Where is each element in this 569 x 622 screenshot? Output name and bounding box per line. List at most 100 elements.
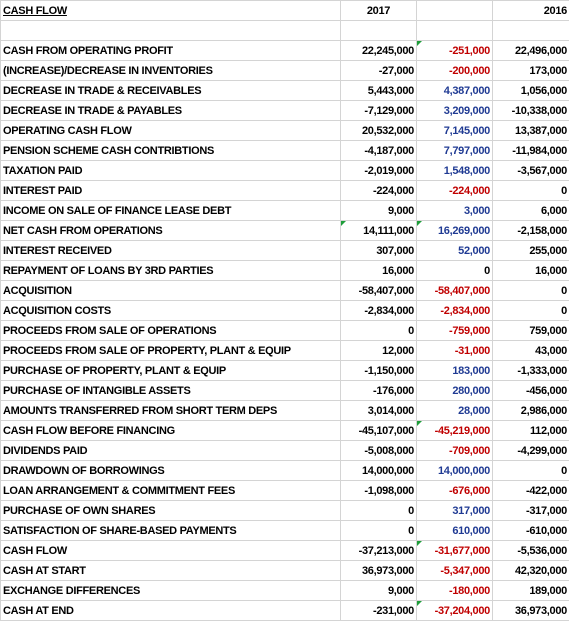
row-label: PURCHASE OF PROPERTY, PLANT & EQUIP: [0, 360, 341, 381]
cell-text: 14,111,000: [363, 224, 414, 237]
value-2016: -4,299,000: [492, 440, 569, 461]
value-difference: -180,000: [416, 580, 493, 601]
value-2017: -224,000: [340, 180, 417, 201]
cell-text: 0: [561, 464, 567, 477]
cell-text: 1,056,000: [520, 84, 568, 97]
cell-text: -58,407,000: [358, 284, 415, 297]
data-row: EXCHANGE DIFFERENCES 9,000 -180,000 189,000: [0, 580, 569, 601]
cell-text: -2,834,000: [440, 304, 490, 317]
row-label: (INCREASE)/DECREASE IN INVENTORIES: [0, 60, 341, 81]
cell-text: 5,443,000: [367, 84, 415, 97]
cell-text: DRAWDOWN OF BORROWINGS: [3, 464, 165, 477]
title: CASH FLOW: [3, 4, 67, 17]
value-difference: -58,407,000: [416, 280, 493, 301]
value-difference: 7,145,000: [416, 120, 493, 141]
value-2016: -2,158,000: [492, 220, 569, 241]
cell-text: -231,000: [372, 604, 414, 617]
row-label: PURCHASE OF OWN SHARES: [0, 500, 341, 521]
value-2017: 0: [340, 320, 417, 341]
cell-text: -5,536,000: [517, 544, 567, 557]
cell-text: 16,269,000: [437, 224, 490, 237]
value-2016: -610,000: [492, 520, 569, 541]
value-2016: -3,567,000: [492, 160, 569, 181]
cell-text: -456,000: [525, 384, 567, 397]
value-2017: -231,000: [340, 600, 417, 621]
cell-text: -31,677,000: [434, 544, 491, 557]
cell-text: INTEREST PAID: [3, 184, 83, 197]
cell-text: -10,338,000: [511, 104, 568, 117]
cell-text: 20,532,000: [361, 124, 414, 137]
row-label: CASH FLOW: [0, 540, 341, 561]
cell-text: 3,014,000: [367, 404, 415, 417]
value-2016: -5,536,000: [492, 540, 569, 561]
cell-text: 13,387,000: [514, 124, 567, 137]
value-2017: 20,532,000: [340, 120, 417, 141]
row-label: INCOME ON SALE OF FINANCE LEASE DEBT: [0, 200, 341, 221]
cell-text: 183,000: [452, 364, 490, 377]
cell-text: -1,150,000: [364, 364, 414, 377]
cell-text: -610,000: [525, 524, 567, 537]
data-row: LOAN ARRANGEMENT & COMMITMENT FEES -1,098…: [0, 480, 569, 501]
value-2017: 9,000: [340, 580, 417, 601]
row-label: DRAWDOWN OF BORROWINGS: [0, 460, 341, 481]
data-row: CASH FLOW BEFORE FINANCING -45,107,000 -45…: [0, 420, 569, 441]
cell-text: SATISFACTION OF SHARE-BASED PAYMENTS: [3, 524, 237, 537]
cell-text: 7,145,000: [443, 124, 491, 137]
cell-text: -2,019,000: [364, 164, 414, 177]
cell-text: 52,000: [458, 244, 490, 257]
value-2016: 36,973,000: [492, 600, 569, 621]
value-difference: 317,000: [416, 500, 493, 521]
cell-text: -176,000: [372, 384, 414, 397]
row-label: SATISFACTION OF SHARE-BASED PAYMENTS: [0, 520, 341, 541]
cell-text: 28,000: [458, 404, 490, 417]
cell-text: 173,000: [529, 64, 567, 77]
value-difference: 16,269,000: [416, 220, 493, 241]
cell-text: -180,000: [448, 584, 490, 597]
value-2017: 307,000: [340, 240, 417, 261]
value-difference: -224,000: [416, 180, 493, 201]
cell-text: 42,320,000: [514, 564, 567, 577]
value-2016: -317,000: [492, 500, 569, 521]
cell-text: DIVIDENDS PAID: [3, 444, 88, 457]
cell-text: ACQUISITION COSTS: [3, 304, 111, 317]
value-2017: 0: [340, 520, 417, 541]
cell-text: 0: [561, 304, 567, 317]
value-difference: -31,000: [416, 340, 493, 361]
value-2016: 0: [492, 460, 569, 481]
error-indicator: [417, 421, 422, 426]
cell-text: 0: [561, 184, 567, 197]
value-2017: 14,111,000: [340, 220, 417, 241]
cell-text: CASH FLOW BEFORE FINANCING: [3, 424, 175, 437]
value-2017: 14,000,000: [340, 460, 417, 481]
cell-text: PURCHASE OF OWN SHARES: [3, 504, 156, 517]
value-2017: 0: [340, 500, 417, 521]
value-difference: -31,677,000: [416, 540, 493, 561]
row-label: LOAN ARRANGEMENT & COMMITMENT FEES: [0, 480, 341, 501]
value-2016: 112,000: [492, 420, 569, 441]
cell-text: 307,000: [376, 244, 414, 257]
cell-text: PROCEEDS FROM SALE OF PROPERTY, PLANT & …: [3, 344, 291, 357]
cell-text: 3,000: [463, 204, 490, 217]
data-row: OPERATING CASH FLOW 20,532,000 7,145,000 13…: [0, 120, 569, 141]
empty-cell: [416, 0, 493, 21]
cell-text: 112,000: [529, 424, 567, 437]
data-row: DIVIDENDS PAID -5,008,000 -709,000 -4,299,0…: [0, 440, 569, 461]
cell-text: REPAYMENT OF LOANS BY 3RD PARTIES: [3, 264, 214, 277]
cell-text: -31,000: [454, 344, 491, 357]
data-row: DECREASE IN TRADE & PAYABLES -7,129,000 3,…: [0, 100, 569, 121]
cell-text: -4,299,000: [517, 444, 567, 457]
value-2016: 2,986,000: [492, 400, 569, 421]
year-cell: 2017: [340, 0, 417, 21]
cell-text: -7,129,000: [364, 104, 414, 117]
data-row: PROCEEDS FROM SALE OF OPERATIONS 0 -759,00…: [0, 320, 569, 341]
value-2016: -456,000: [492, 380, 569, 401]
cell-text: 610,000: [452, 524, 490, 537]
value-2017: -37,213,000: [340, 540, 417, 561]
cell-text: -11,984,000: [512, 144, 567, 157]
value-2017: -45,107,000: [340, 420, 417, 441]
cell-text: PURCHASE OF PROPERTY, PLANT & EQUIP: [3, 364, 226, 377]
cell-text: -1,333,000: [517, 364, 567, 377]
cell-text: -5,347,000: [440, 564, 490, 577]
cell-text: NET CASH FROM OPERATIONS: [3, 224, 163, 237]
